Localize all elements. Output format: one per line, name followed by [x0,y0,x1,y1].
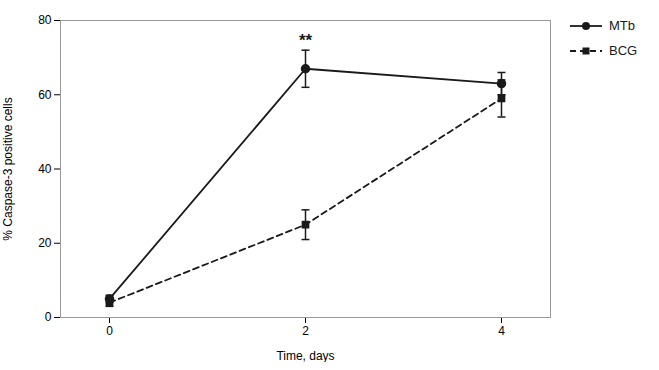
svg-text:0: 0 [106,324,113,338]
svg-text:Time, days: Time, days [276,349,334,363]
svg-text:% Caspase-3 positive cells: % Caspase-3 positive cells [1,97,15,240]
svg-text:60: 60 [38,88,52,102]
html-text:BCG: BCG [609,43,638,58]
svg-text:80: 80 [38,13,52,27]
html-text:MTb: MTb [609,18,635,33]
svg-text:40: 40 [38,162,52,176]
svg-text:**: ** [299,31,313,50]
svg-text:0: 0 [45,310,52,324]
svg-text:2: 2 [302,324,309,338]
svg-text:4: 4 [498,324,505,338]
svg-text:20: 20 [38,236,52,250]
